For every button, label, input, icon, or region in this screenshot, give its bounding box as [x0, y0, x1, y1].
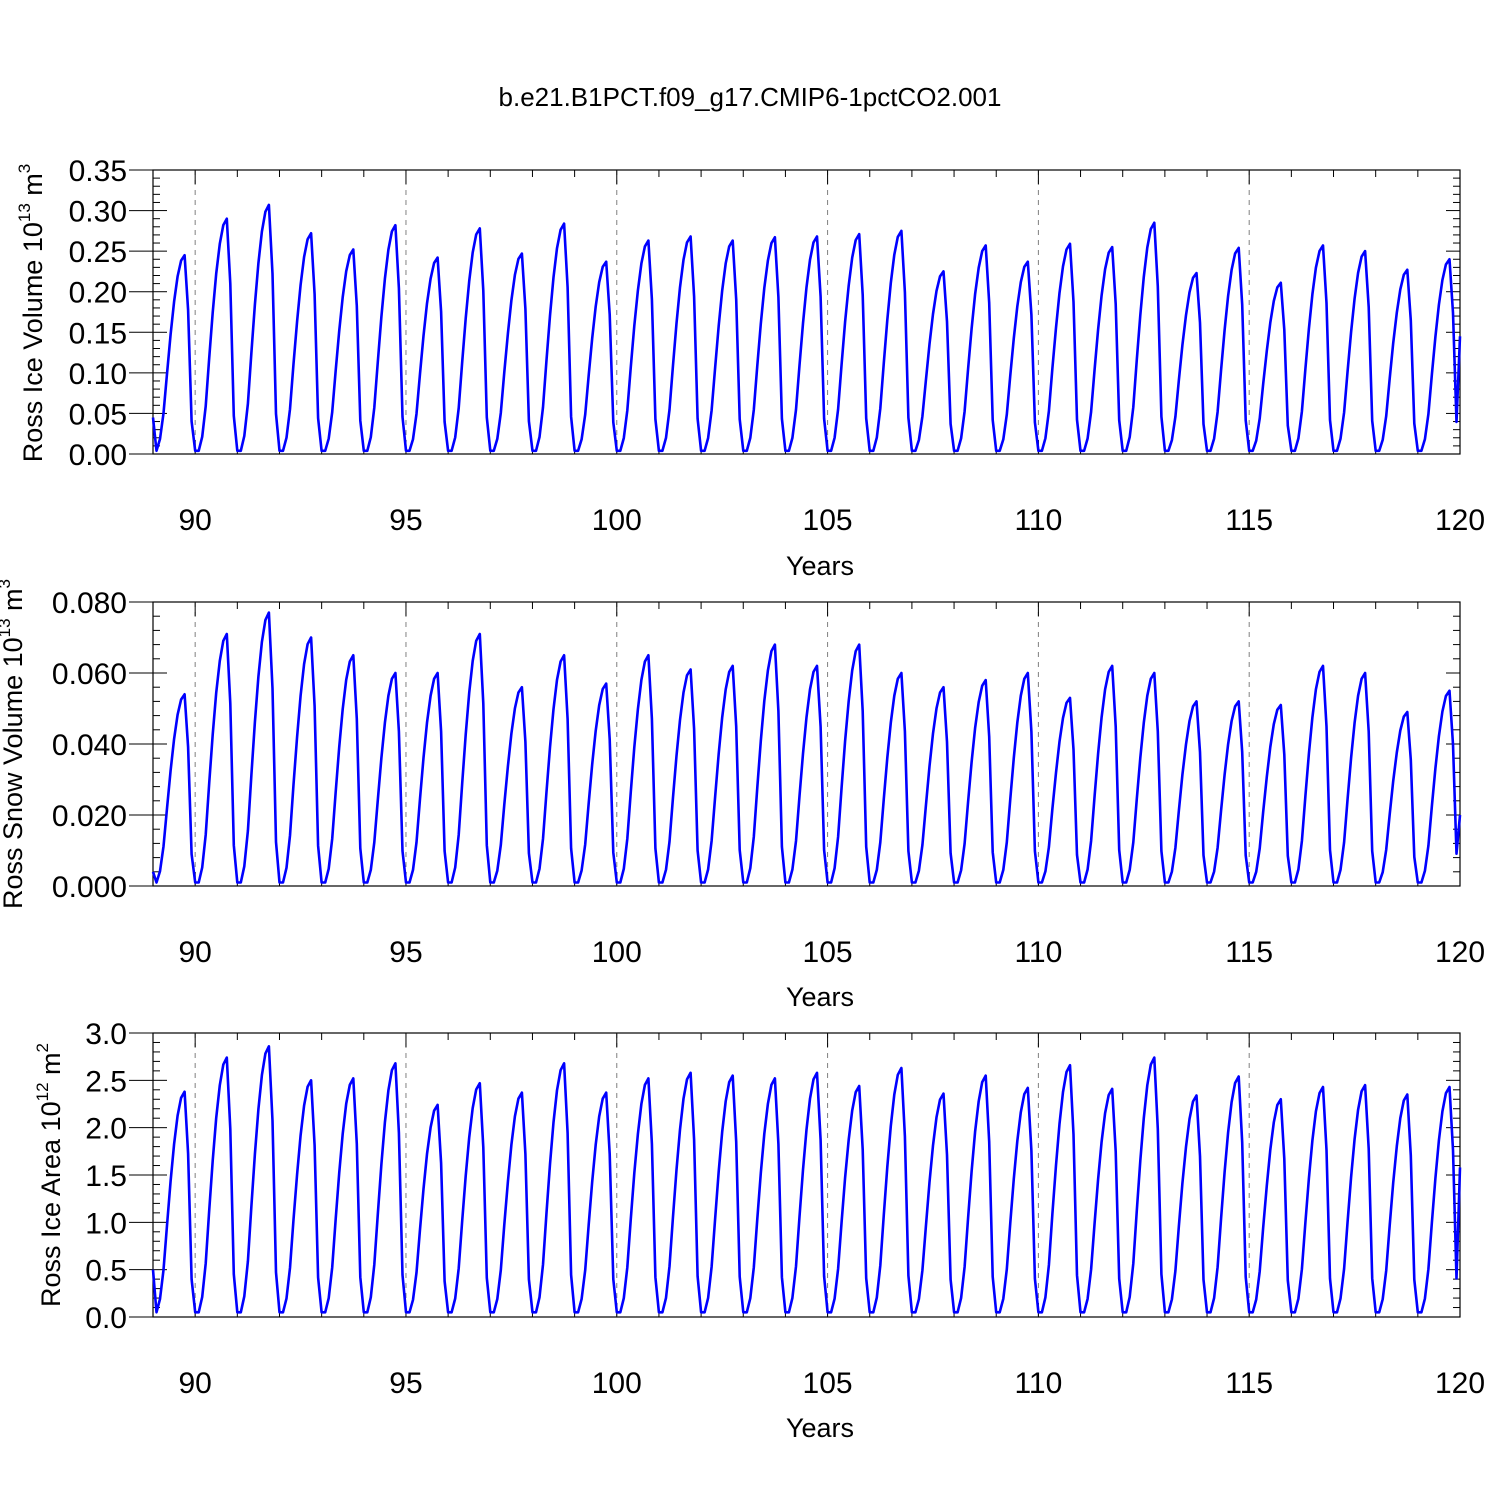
x-tick-labels: 90 95 100 105 110 115 120 — [178, 1367, 1485, 1400]
x-tick-label: 90 — [178, 1367, 211, 1400]
reference-lines — [194, 1033, 1250, 1317]
y-axis-title: Ross Snow Volume 1013 m3 — [0, 579, 28, 909]
y-tick-label: 0.30 — [69, 196, 127, 229]
y-tick-label: 2.0 — [85, 1113, 127, 1146]
y-axis-title-unit: m — [18, 173, 48, 203]
x-tick-label: 105 — [803, 936, 853, 969]
panel-snow-volume: 0.000 0.020 0.040 0.060 0.080 90 95 100 105 110 1… — [0, 579, 1485, 1012]
reference-lines — [194, 170, 1250, 454]
series-line-snow-volume — [151, 611, 1462, 884]
x-tick-label: 90 — [178, 504, 211, 537]
reference-lines — [194, 602, 1250, 886]
y-axis-title-unit-exponent: 3 — [0, 579, 14, 588]
x-axis-title: Years — [786, 1413, 854, 1443]
y-tick-label: 0.00 — [69, 439, 127, 472]
x-tick-labels: 90 95 100 105 110 115 120 — [178, 504, 1485, 537]
x-tick-labels: 90 95 100 105 110 115 120 — [178, 936, 1485, 969]
y-axis-title-text: Ross Ice Area 10 — [36, 1101, 66, 1307]
y-axis-title-unit: m — [36, 1052, 66, 1082]
y-axis-title-text: Ross Snow Volume 10 — [0, 637, 28, 909]
y-tick-labels: 0.00 0.05 0.10 0.15 0.20 0.25 0.30 0.35 — [69, 155, 127, 472]
y-tick-label: 0.15 — [69, 317, 127, 350]
y-tick-label: 2.5 — [85, 1065, 127, 1098]
y-axis-title-unit-exponent: 2 — [33, 1043, 52, 1052]
x-tick-label: 95 — [389, 1367, 422, 1400]
panel-ice-area: 0.0 0.5 1.0 1.5 2.0 2.5 3.0 90 95 100 105 110 115 12… — [33, 1018, 1485, 1443]
series-line-ice-area — [151, 1045, 1462, 1314]
x-axis-title: Years — [786, 551, 854, 581]
x-tick-label: 95 — [389, 504, 422, 537]
plot-frame — [152, 601, 1461, 887]
x-tick-label: 120 — [1435, 1367, 1485, 1400]
y-axis-title-exponent: 13 — [15, 203, 34, 222]
tick-marks — [129, 601, 1461, 887]
panel-ice-volume: 0.00 0.05 0.10 0.15 0.20 0.25 0.30 0.35 90 95 100… — [15, 155, 1485, 581]
x-tick-label: 110 — [1014, 504, 1062, 537]
y-tick-label: 3.0 — [85, 1018, 127, 1051]
y-tick-label: 0.10 — [69, 358, 127, 391]
y-tick-labels: 0.000 0.020 0.040 0.060 0.080 — [52, 587, 127, 904]
x-tick-label: 100 — [592, 504, 642, 537]
x-tick-label: 120 — [1435, 504, 1485, 537]
y-axis-title-unit: m — [0, 588, 28, 618]
x-tick-label: 110 — [1014, 1367, 1062, 1400]
y-tick-label: 0.20 — [69, 277, 127, 310]
chart-title: b.e21.B1PCT.f09_g17.CMIP6-1pctCO2.001 — [499, 82, 1002, 112]
plot-frame — [152, 1032, 1461, 1318]
x-tick-label: 95 — [389, 936, 422, 969]
y-axis-title-exponent: 12 — [33, 1082, 52, 1101]
x-tick-label: 120 — [1435, 936, 1485, 969]
x-tick-label: 100 — [592, 936, 642, 969]
y-axis-title-unit-exponent: 3 — [15, 164, 34, 173]
x-tick-label: 115 — [1225, 1367, 1273, 1400]
y-tick-label: 0.0 — [85, 1302, 127, 1335]
x-tick-label: 105 — [803, 1367, 853, 1400]
series-line-ice-volume — [151, 203, 1462, 453]
y-axis-title: Ross Ice Area 1012 m2 — [33, 1043, 66, 1307]
y-tick-label: 0.35 — [69, 155, 127, 188]
plot-frame — [152, 169, 1461, 455]
y-tick-label: 0.080 — [52, 587, 127, 620]
x-axis-title: Years — [786, 982, 854, 1012]
y-axis-title: Ross Ice Volume 1013 m3 — [15, 164, 48, 463]
x-tick-label: 115 — [1225, 936, 1273, 969]
y-tick-label: 1.5 — [85, 1160, 127, 1193]
y-tick-label: 0.000 — [52, 871, 127, 904]
y-tick-label: 0.020 — [52, 800, 127, 833]
y-tick-label: 0.060 — [52, 658, 127, 691]
y-tick-label: 0.05 — [69, 398, 127, 431]
y-tick-label: 0.25 — [69, 236, 127, 269]
x-tick-label: 115 — [1225, 504, 1273, 537]
x-tick-label: 110 — [1014, 936, 1062, 969]
y-tick-labels: 0.0 0.5 1.0 1.5 2.0 2.5 3.0 — [85, 1018, 127, 1335]
x-tick-label: 90 — [178, 936, 211, 969]
y-tick-label: 1.0 — [85, 1207, 127, 1240]
y-axis-title-exponent: 13 — [0, 618, 14, 637]
x-tick-label: 100 — [592, 1367, 642, 1400]
y-tick-label: 0.5 — [85, 1255, 127, 1288]
y-tick-label: 0.040 — [52, 729, 127, 762]
x-tick-label: 105 — [803, 504, 853, 537]
y-axis-title-text: Ross Ice Volume 10 — [18, 222, 48, 462]
